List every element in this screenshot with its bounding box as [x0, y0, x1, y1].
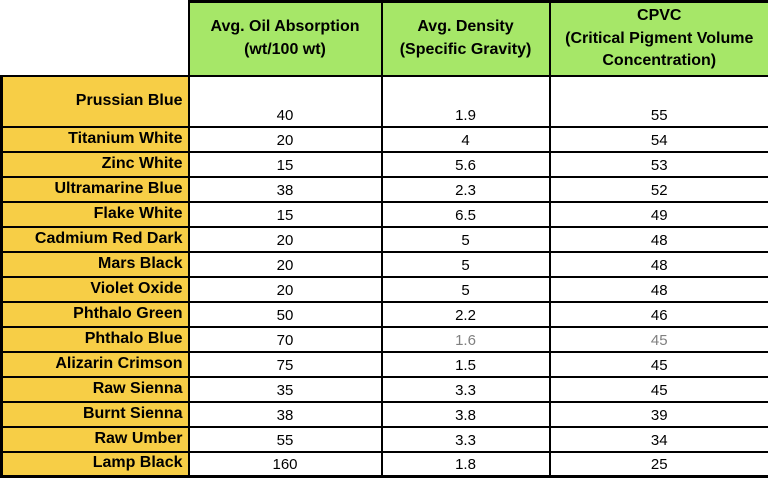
pigment-value-cell: 45 — [548, 325, 768, 353]
pigment-value-cell: 6.5 — [380, 200, 551, 228]
pigment-value-cell: 5 — [380, 250, 551, 278]
table-row: Cadmium Red Dark 20 5 48 — [0, 225, 768, 253]
pigment-value-cell: 1.6 — [380, 325, 551, 353]
pigment-value-cell: 55 — [548, 74, 768, 128]
pigment-value-cell: 1.8 — [380, 450, 551, 478]
pigment-value-cell: 49 — [548, 200, 768, 228]
pigment-table-body: Prussian Blue 40 1.9 55 Titanium White 20 4 54 Z… — [0, 74, 768, 478]
table-row: Prussian Blue 40 1.9 55 — [0, 74, 768, 128]
pigment-value-cell: 5 — [380, 225, 551, 253]
pigment-value-cell: 2.3 — [380, 175, 551, 203]
corner-cell — [1, 1, 189, 76]
pigment-value-cell: 160 — [187, 450, 383, 478]
pigment-name-cell: Phthalo Green — [0, 300, 190, 328]
pigment-value-cell: 15 — [187, 200, 383, 228]
pigment-value-cell: 20 — [187, 275, 383, 303]
pigment-value-cell: 39 — [548, 400, 768, 428]
pigment-name-cell: Alizarin Crimson — [0, 350, 190, 378]
pigment-name-cell: Cadmium Red Dark — [0, 225, 190, 253]
pigment-value-cell: 15 — [187, 150, 383, 178]
pigment-value-cell: 48 — [548, 250, 768, 278]
pigment-value-cell: 70 — [187, 325, 383, 353]
pigment-name-cell: Mars Black — [0, 250, 190, 278]
pigment-name-cell: Raw Umber — [0, 425, 190, 453]
table-row: Ultramarine Blue 38 2.3 52 — [0, 175, 768, 203]
header-row: Avg. Oil Absorption (wt/100 wt) Avg. Den… — [1, 0, 768, 77]
table-header: Avg. Oil Absorption (wt/100 wt) Avg. Den… — [1, 0, 768, 77]
pigment-value-cell: 53 — [548, 150, 768, 178]
pigment-name-cell: Flake White — [0, 200, 190, 228]
pigment-value-cell: 1.5 — [380, 350, 551, 378]
pigment-name-cell: Ultramarine Blue — [0, 175, 190, 203]
pigment-value-cell: 3.3 — [380, 425, 551, 453]
pigment-name-cell: Zinc White — [0, 150, 190, 178]
table-row: Flake White 15 6.5 49 — [0, 200, 768, 228]
column-header-density: Avg. Density (Specific Gravity) — [380, 0, 551, 77]
pigment-value-cell: 5.6 — [380, 150, 551, 178]
table-row: Phthalo Green 50 2.2 46 — [0, 300, 768, 328]
pigment-value-cell: 48 — [548, 275, 768, 303]
pigment-value-cell: 46 — [548, 300, 768, 328]
table-row: Titanium White 20 4 54 — [0, 125, 768, 153]
table-row: Mars Black 20 5 48 — [0, 250, 768, 278]
table-row: Violet Oxide 20 5 48 — [0, 275, 768, 303]
column-header-cpvc: CPVC (Critical Pigment Volume Concentrat… — [548, 0, 768, 77]
pigment-name-cell: Phthalo Blue — [0, 325, 190, 353]
pigment-value-cell: 45 — [548, 350, 768, 378]
pigment-name-cell: Violet Oxide — [0, 275, 190, 303]
pigment-name-cell: Titanium White — [0, 125, 190, 153]
pigment-value-cell: 48 — [548, 225, 768, 253]
pigment-value-cell: 35 — [187, 375, 383, 403]
pigment-value-cell: 1.9 — [380, 74, 551, 128]
pigment-name-cell: Prussian Blue — [0, 74, 190, 128]
column-header-oil-absorption: Avg. Oil Absorption (wt/100 wt) — [187, 0, 383, 77]
pigment-value-cell: 3.3 — [380, 375, 551, 403]
pigment-value-cell: 20 — [187, 225, 383, 253]
table-row: Lamp Black 160 1.8 25 — [0, 450, 768, 478]
table-row: Raw Sienna 35 3.3 45 — [0, 375, 768, 403]
pigment-name-cell: Raw Sienna — [0, 375, 190, 403]
pigment-value-cell: 3.8 — [380, 400, 551, 428]
pigment-value-cell: 54 — [548, 125, 768, 153]
pigment-value-cell: 55 — [187, 425, 383, 453]
table-row: Burnt Sienna 38 3.8 39 — [0, 400, 768, 428]
pigment-value-cell: 34 — [548, 425, 768, 453]
pigment-value-cell: 75 — [187, 350, 383, 378]
table-row: Zinc White 15 5.6 53 — [0, 150, 768, 178]
pigment-name-cell: Burnt Sienna — [0, 400, 190, 428]
pigment-value-cell: 4 — [380, 125, 551, 153]
pigment-value-cell: 38 — [187, 400, 383, 428]
table-row: Raw Umber 55 3.3 34 — [0, 425, 768, 453]
pigment-value-cell: 20 — [187, 125, 383, 153]
pigment-value-cell: 40 — [187, 74, 383, 128]
pigment-value-cell: 25 — [548, 450, 768, 478]
pigment-value-cell: 20 — [187, 250, 383, 278]
pigment-value-cell: 50 — [187, 300, 383, 328]
pigment-value-cell: 38 — [187, 175, 383, 203]
pigment-value-cell: 45 — [548, 375, 768, 403]
table-row: Alizarin Crimson 75 1.5 45 — [0, 350, 768, 378]
pigment-name-cell: Lamp Black — [0, 450, 190, 478]
pigment-value-cell: 2.2 — [380, 300, 551, 328]
table-row: Phthalo Blue 70 1.6 45 — [0, 325, 768, 353]
pigment-value-cell: 52 — [548, 175, 768, 203]
pigment-value-cell: 5 — [380, 275, 551, 303]
